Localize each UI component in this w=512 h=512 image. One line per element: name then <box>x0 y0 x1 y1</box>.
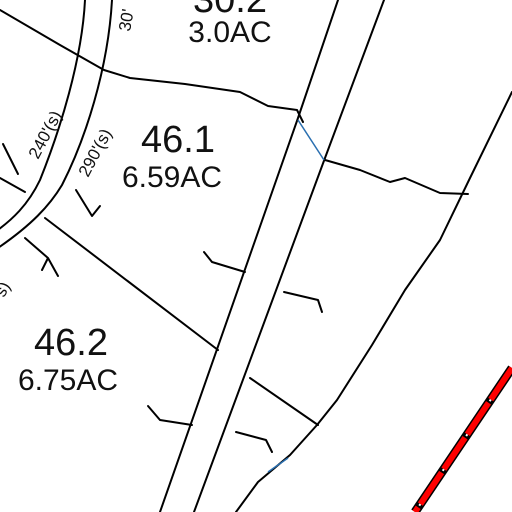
road-curve-left-edge <box>0 0 86 230</box>
road-curve-right-edge <box>0 0 113 248</box>
dim-label-30: 30' <box>115 8 138 33</box>
tick-2 <box>75 189 101 217</box>
easement-lines <box>267 119 325 473</box>
lot-line-top <box>0 9 304 123</box>
parcel-label-46-2: 46.2 6.75AC <box>18 322 118 397</box>
railroad-red-dash <box>412 366 512 512</box>
lot-line-46-2-north <box>44 217 219 351</box>
parcel-id-46-1: 46.1 <box>141 119 215 161</box>
lot-line-south <box>249 377 319 426</box>
lot-line-angled <box>235 91 512 512</box>
blue-line-1 <box>297 119 325 161</box>
row-strip-right-edge <box>193 0 385 512</box>
dim-label-240: 240'(s) <box>25 108 66 162</box>
dim-label-s: s) <box>0 278 14 299</box>
parcel-label-46-1: 46.1 6.59AC <box>122 119 222 194</box>
lot-line-west-tick <box>0 177 26 193</box>
row-strip-left-edge <box>159 0 339 512</box>
tick-4 <box>203 251 246 273</box>
parcel-area-30-2: 3.0AC <box>188 16 271 49</box>
parcel-area-46-2: 6.75AC <box>18 364 118 397</box>
dim-label-290: 290'(s) <box>75 126 116 180</box>
tick-5 <box>283 291 323 313</box>
parcel-area-46-1: 6.59AC <box>122 161 222 194</box>
blue-line-2 <box>267 457 289 473</box>
parcel-id-30-2: 30.2 <box>193 0 267 21</box>
railroad-line <box>411 365 512 512</box>
tick-6 <box>147 405 193 426</box>
tick-3 <box>24 237 59 277</box>
parcel-label-30-2: 30.2 3.0AC <box>188 0 271 49</box>
parcel-id-46-2: 46.2 <box>34 322 108 364</box>
tick-7 <box>235 431 273 453</box>
dimension-ticks <box>2 143 323 453</box>
lot-line-east <box>324 159 469 195</box>
tick-1 <box>2 143 19 175</box>
